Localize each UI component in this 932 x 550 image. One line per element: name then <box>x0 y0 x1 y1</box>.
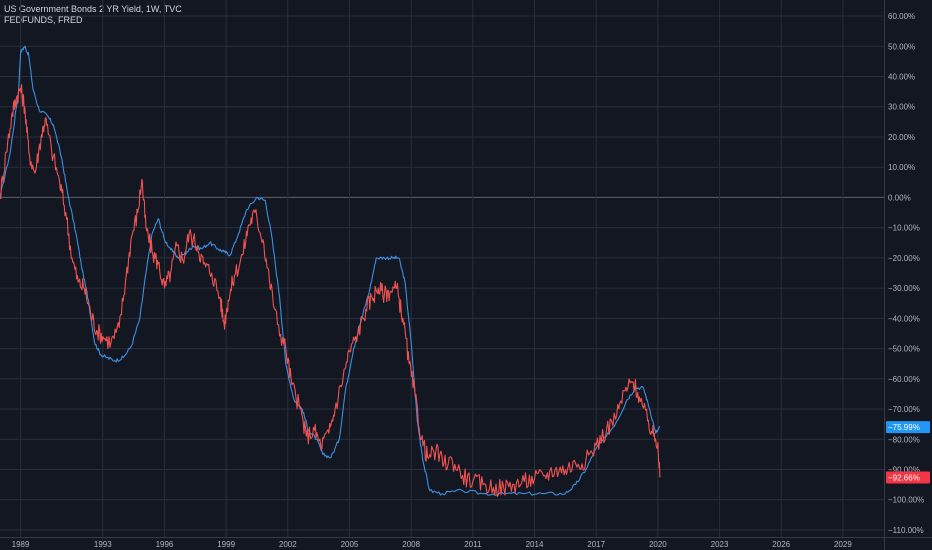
y-tick-label: −70.00% <box>888 405 920 414</box>
x-tick-label: 1989 <box>12 540 30 549</box>
y-tick-label: 50.00% <box>888 42 915 51</box>
last-value-badges: −75.99% −92.66% <box>886 421 930 484</box>
x-tick-label: 2014 <box>526 540 544 549</box>
y-tick-label: −50.00% <box>888 345 920 354</box>
y-tick-label: −20.00% <box>888 254 920 263</box>
x-tick-label: 2029 <box>834 540 852 549</box>
y-tick-label: −100.00% <box>888 496 924 505</box>
x-tick-label: 2005 <box>341 540 359 549</box>
x-tick-label: 2023 <box>711 540 729 549</box>
y-tick-label: −110.00% <box>888 526 924 535</box>
series-layer <box>0 45 661 497</box>
grid-lines <box>0 0 884 537</box>
price-axis[interactable]: 60.00% 50.00% 40.00% 30.00% 20.00% 10.00% 0.00… <box>888 12 924 535</box>
badge-label: −75.99% <box>888 423 920 432</box>
y-tick-label: −90.00% <box>888 465 920 474</box>
x-tick-label: 2026 <box>772 540 790 549</box>
x-tick-label: 2008 <box>402 540 420 549</box>
x-tick-label: 2017 <box>587 540 605 549</box>
chart-legend: US Government Bonds 2 YR Yield, 1W, TVC … <box>4 4 182 26</box>
us02y-last-value-badge: −92.66% <box>886 471 930 484</box>
y-tick-label: −10.00% <box>888 224 920 233</box>
y-tick-label: −40.00% <box>888 314 920 323</box>
y-tick-label: 30.00% <box>888 103 915 112</box>
x-tick-label: 2002 <box>279 540 297 549</box>
x-tick-label: 1993 <box>94 540 112 549</box>
y-tick-label: −80.00% <box>888 435 920 444</box>
time-axis[interactable]: 1989 1993 1996 1999 2002 2005 2008 2011 2014 2017… <box>12 540 853 549</box>
us02y-line <box>0 84 661 497</box>
badge-background <box>886 421 930 434</box>
y-tick-label: −60.00% <box>888 375 920 384</box>
y-tick-label: 10.00% <box>888 163 915 172</box>
x-tick-label: 2011 <box>464 540 482 549</box>
y-tick-label: 60.00% <box>888 12 915 21</box>
x-tick-label: 2020 <box>649 540 667 549</box>
fedfunds-last-value-badge: −75.99% <box>886 421 930 434</box>
legend-fedfunds[interactable]: FEDFUNDS, FRED <box>4 15 83 25</box>
badge-background <box>886 471 930 484</box>
y-tick-label: 40.00% <box>888 73 915 82</box>
x-tick-label: 1996 <box>156 540 174 549</box>
fedfunds-line <box>0 45 661 496</box>
legend-us02y[interactable]: US Government Bonds 2 YR Yield, 1W, TVC <box>4 4 182 14</box>
y-tick-label: 20.00% <box>888 133 915 142</box>
badge-label: −92.66% <box>888 474 920 483</box>
y-tick-label: −30.00% <box>888 284 920 293</box>
x-tick-label: 1999 <box>217 540 235 549</box>
y-tick-label: 0.00% <box>888 193 911 202</box>
